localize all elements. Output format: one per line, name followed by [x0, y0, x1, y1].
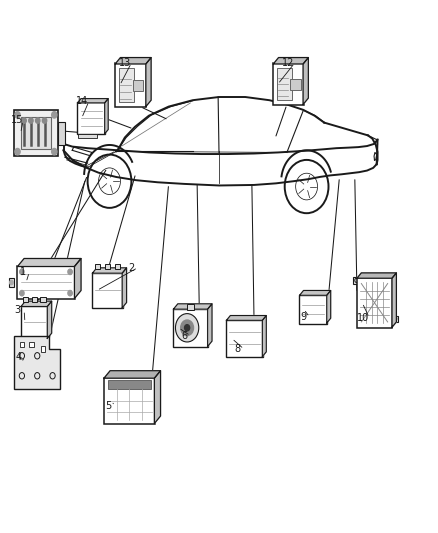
FancyBboxPatch shape: [58, 122, 65, 144]
Circle shape: [20, 290, 24, 296]
FancyBboxPatch shape: [21, 117, 51, 149]
FancyBboxPatch shape: [357, 278, 392, 328]
FancyBboxPatch shape: [226, 320, 263, 357]
Circle shape: [20, 269, 24, 274]
Circle shape: [22, 118, 26, 123]
Polygon shape: [262, 316, 266, 357]
Text: 5: 5: [105, 401, 111, 411]
Text: 2: 2: [128, 263, 134, 272]
FancyBboxPatch shape: [29, 342, 34, 348]
Polygon shape: [208, 304, 212, 346]
Polygon shape: [21, 301, 52, 306]
FancyBboxPatch shape: [95, 263, 100, 269]
FancyBboxPatch shape: [9, 278, 14, 287]
FancyBboxPatch shape: [107, 381, 151, 390]
FancyBboxPatch shape: [173, 309, 208, 347]
Circle shape: [68, 290, 72, 296]
Polygon shape: [74, 259, 81, 298]
Polygon shape: [303, 58, 308, 104]
Polygon shape: [226, 316, 266, 320]
Text: 3: 3: [14, 305, 21, 315]
Polygon shape: [14, 336, 60, 389]
FancyBboxPatch shape: [40, 297, 46, 302]
FancyBboxPatch shape: [23, 297, 28, 302]
Circle shape: [15, 112, 20, 118]
FancyBboxPatch shape: [115, 263, 120, 269]
Circle shape: [15, 148, 20, 155]
FancyBboxPatch shape: [115, 63, 146, 107]
Circle shape: [29, 118, 33, 123]
Circle shape: [35, 118, 40, 123]
Polygon shape: [357, 273, 396, 278]
Polygon shape: [154, 371, 160, 423]
Polygon shape: [122, 268, 127, 308]
FancyBboxPatch shape: [32, 297, 37, 302]
FancyBboxPatch shape: [353, 277, 360, 284]
Circle shape: [68, 269, 72, 274]
Text: 14: 14: [76, 96, 88, 106]
FancyBboxPatch shape: [105, 263, 110, 269]
FancyBboxPatch shape: [21, 306, 48, 339]
Polygon shape: [392, 273, 396, 327]
FancyBboxPatch shape: [273, 63, 304, 105]
FancyBboxPatch shape: [14, 110, 58, 157]
Circle shape: [184, 325, 190, 331]
Polygon shape: [78, 99, 108, 103]
FancyBboxPatch shape: [103, 377, 155, 424]
Text: 1: 1: [20, 267, 26, 277]
Text: 15: 15: [11, 116, 23, 125]
Circle shape: [181, 320, 194, 336]
FancyBboxPatch shape: [299, 295, 327, 324]
Polygon shape: [300, 290, 331, 295]
FancyBboxPatch shape: [20, 342, 24, 348]
FancyBboxPatch shape: [41, 346, 45, 352]
Circle shape: [42, 118, 47, 123]
Text: 6: 6: [181, 331, 187, 341]
Polygon shape: [173, 304, 212, 309]
Text: 9: 9: [300, 312, 306, 322]
Polygon shape: [146, 58, 151, 107]
FancyBboxPatch shape: [77, 102, 105, 134]
FancyBboxPatch shape: [187, 304, 194, 310]
FancyBboxPatch shape: [277, 68, 292, 100]
Text: 4: 4: [15, 352, 21, 362]
Text: 12: 12: [282, 58, 294, 68]
Polygon shape: [115, 58, 151, 64]
Circle shape: [176, 313, 199, 342]
FancyBboxPatch shape: [17, 266, 75, 299]
FancyBboxPatch shape: [290, 79, 301, 90]
Polygon shape: [273, 58, 308, 64]
Polygon shape: [92, 268, 127, 273]
FancyBboxPatch shape: [133, 80, 143, 91]
Polygon shape: [47, 301, 52, 338]
FancyBboxPatch shape: [78, 134, 97, 138]
Polygon shape: [18, 259, 81, 266]
Polygon shape: [104, 371, 160, 378]
Circle shape: [52, 112, 57, 118]
Polygon shape: [105, 99, 108, 134]
Text: 8: 8: [234, 344, 240, 354]
Polygon shape: [327, 290, 331, 323]
Text: 13: 13: [119, 58, 131, 68]
Circle shape: [10, 280, 13, 285]
FancyBboxPatch shape: [92, 273, 123, 308]
FancyBboxPatch shape: [119, 68, 134, 102]
Text: 10: 10: [357, 313, 369, 322]
FancyBboxPatch shape: [392, 316, 398, 322]
Circle shape: [52, 148, 57, 155]
